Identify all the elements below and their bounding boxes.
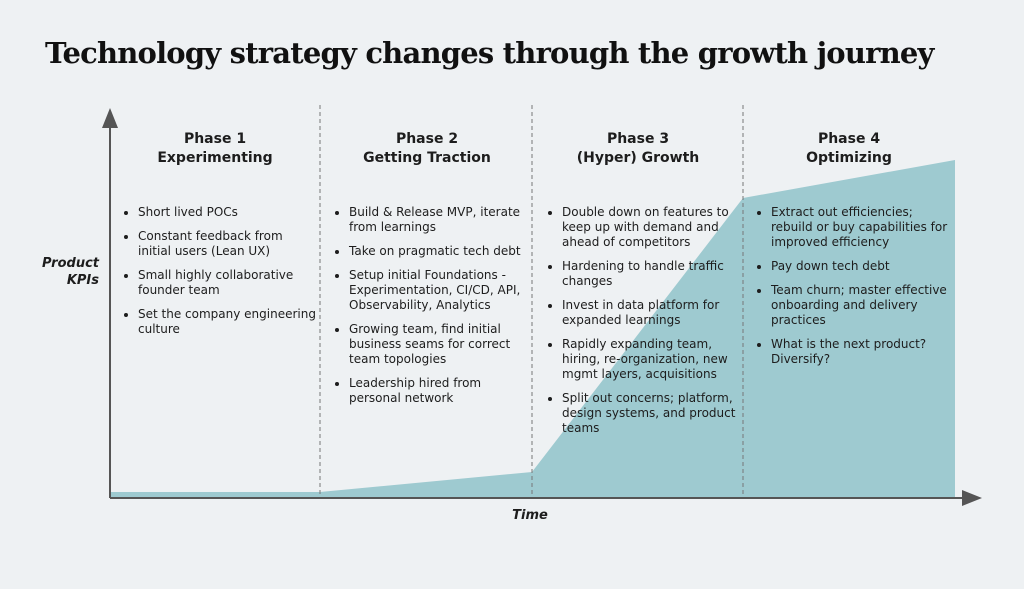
- phase-name: Getting Traction: [363, 150, 491, 166]
- phase-name: (Hyper) Growth: [576, 150, 700, 166]
- bullet-item: Short lived POCs: [124, 205, 316, 220]
- bullet-item: What is the next product? Diversify?: [757, 337, 949, 367]
- phase-number: Phase 4: [817, 131, 881, 147]
- phase-number: Phase 2: [395, 131, 459, 147]
- phase-bullets: Build & Release MVP, iterate from learni…: [335, 205, 527, 415]
- phase-heading: Phase 4 Optimizing: [749, 130, 949, 168]
- bullet-item: Pay down tech debt: [757, 259, 949, 274]
- bullet-item: Invest in data platform for expanded lea…: [548, 298, 740, 328]
- bullet-item: Split out concerns; platform, design sys…: [548, 391, 740, 436]
- phase-bullets: Short lived POCs Constant feedback from i…: [124, 205, 316, 346]
- bullet-item: Set the company engineering culture: [124, 307, 316, 336]
- bullet-item: Hardening to handle traffic changes: [548, 259, 740, 289]
- phase-heading: Phase 1 Experimenting: [115, 130, 315, 168]
- phase-number: Phase 3: [606, 131, 670, 147]
- bullet-item: Extract out efficiencies; rebuild or buy…: [757, 205, 948, 249]
- bullet-item: Constant feedback from initial users (Le…: [124, 229, 316, 259]
- title: Technology strategy changes through the …: [45, 36, 934, 70]
- bullet-item: Double down on features to keep up with …: [548, 205, 740, 250]
- phase-number: Phase 1: [183, 131, 247, 147]
- bullet-item: Build & Release MVP, iterate from learni…: [335, 205, 527, 235]
- growth-area: [110, 160, 955, 498]
- phase-bullets: Double down on features to keep up with …: [548, 205, 740, 445]
- bullet-item: Setup initial Foundations - Experimentat…: [335, 268, 527, 313]
- phase-bullets: Extract out efficiencies; rebuild or buy…: [757, 205, 949, 376]
- bullet-item: Rapidly expanding team, hiring, re-organ…: [548, 337, 740, 382]
- bullet-item: Growing team, find initial business seam…: [335, 322, 527, 367]
- phase-name: Optimizing: [806, 150, 892, 166]
- y-axis-label: Product KPIs: [42, 256, 99, 288]
- phase-name: Experimenting: [157, 150, 273, 166]
- bullet-item: Small highly collaborative founder team: [124, 268, 316, 298]
- bullet-item: Team churn; master effective onboarding …: [757, 283, 949, 328]
- phase-heading: Phase 3 (Hyper) Growth: [538, 130, 738, 168]
- phase-heading: Phase 2 Getting Traction: [327, 130, 527, 168]
- x-axis-label: Time: [512, 508, 548, 523]
- bullet-item: Take on pragmatic tech debt: [335, 244, 527, 259]
- bullet-item: Leadership hired from personal network: [335, 376, 527, 406]
